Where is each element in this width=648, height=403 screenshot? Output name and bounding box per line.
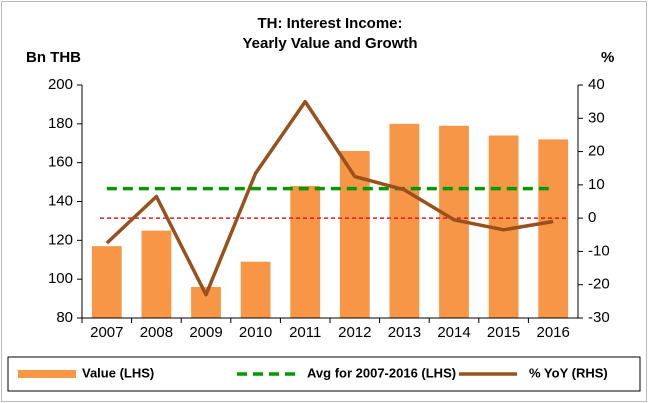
x-tick-label: 2014 [437, 324, 470, 341]
legend-label: Value (LHS) [82, 365, 154, 380]
y-tick-label: 100 [48, 270, 73, 287]
y2-tick-label: -10 [588, 242, 610, 259]
x-tick-label: 2009 [189, 324, 222, 341]
x-tick-label: 2012 [338, 324, 371, 341]
x-tick-label: 2013 [388, 324, 421, 341]
legend-label: % YoY (RHS) [529, 365, 608, 380]
bar [141, 230, 172, 318]
y2-tick-label: 30 [588, 109, 605, 126]
y-tick-label: 180 [48, 115, 73, 132]
y-tick-label: 200 [48, 76, 73, 93]
x-tick-label: 2011 [289, 324, 321, 341]
y-tick-label: 120 [48, 231, 73, 248]
x-tick-label: 2016 [537, 324, 570, 341]
chart-title: TH: Interest Income: [257, 15, 402, 32]
y-tick-label: 140 [48, 192, 73, 209]
y-axis-label: Bn THB [26, 49, 81, 66]
y-tick-label: 160 [48, 154, 73, 171]
y2-tick-label: 40 [588, 76, 605, 93]
x-tick-label: 2015 [487, 324, 520, 341]
y-tick-label: 80 [56, 309, 73, 326]
bar [91, 246, 122, 318]
x-tick-label: 2008 [140, 324, 173, 341]
chart-title: Yearly Value and Growth [242, 35, 417, 52]
y2-tick-label: 20 [588, 143, 605, 160]
bar [538, 139, 569, 318]
bar [389, 123, 420, 318]
legend-box [7, 356, 641, 392]
legend-label: Avg for 2007-2016 (LHS) [307, 365, 456, 380]
bar [240, 261, 271, 318]
line-series [105, 99, 554, 297]
bar [290, 185, 321, 318]
y2-tick-label: -20 [588, 276, 610, 293]
y2-axis-label: % [601, 49, 614, 66]
x-tick-label: 2007 [90, 324, 123, 341]
y2-tick-label: -30 [588, 309, 610, 326]
y2-tick-label: 10 [588, 176, 605, 193]
x-tick-label: 2010 [239, 324, 272, 341]
y2-tick-label: 0 [588, 209, 596, 226]
legend-swatch [18, 370, 76, 378]
